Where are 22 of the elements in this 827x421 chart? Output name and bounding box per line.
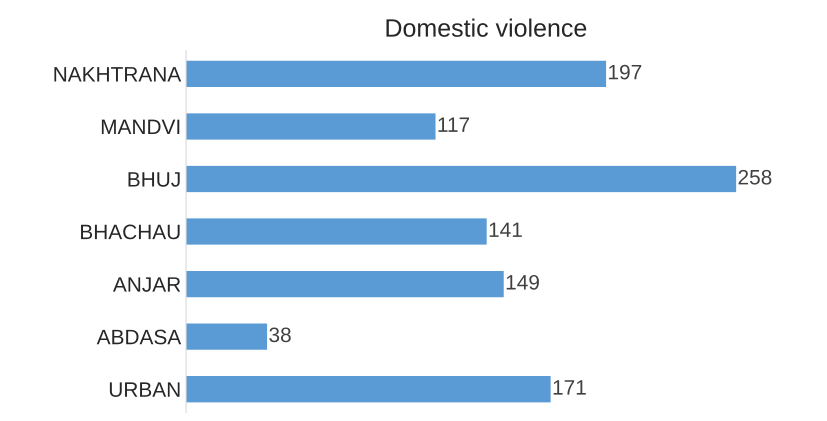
bar bbox=[186, 376, 551, 402]
bar bbox=[186, 166, 736, 192]
bar bbox=[186, 218, 487, 245]
y-tick-label: BHUJ bbox=[128, 172, 180, 187]
data-label: 258 bbox=[738, 170, 772, 185]
y-tick-label: NAKHTRANA bbox=[54, 67, 182, 82]
y-tick-label: URBAN bbox=[110, 382, 180, 397]
y-tick-label: BHACHAU bbox=[81, 224, 180, 240]
chart-title: Domestic violence bbox=[386, 18, 586, 37]
data-label: 149 bbox=[506, 274, 539, 290]
data-label: 117 bbox=[438, 118, 470, 132]
data-label: 171 bbox=[554, 380, 586, 395]
data-label: 197 bbox=[609, 64, 642, 80]
data-label: 38 bbox=[269, 327, 291, 342]
bar bbox=[186, 270, 504, 298]
y-tick-label: ABDASA bbox=[96, 330, 182, 344]
y-tick-label: MANDVI bbox=[102, 120, 180, 134]
bar bbox=[186, 113, 436, 140]
data-label: 141 bbox=[490, 222, 522, 237]
y-tick-label: ANJAR bbox=[112, 277, 180, 292]
bar bbox=[186, 324, 268, 350]
bar bbox=[186, 60, 606, 88]
